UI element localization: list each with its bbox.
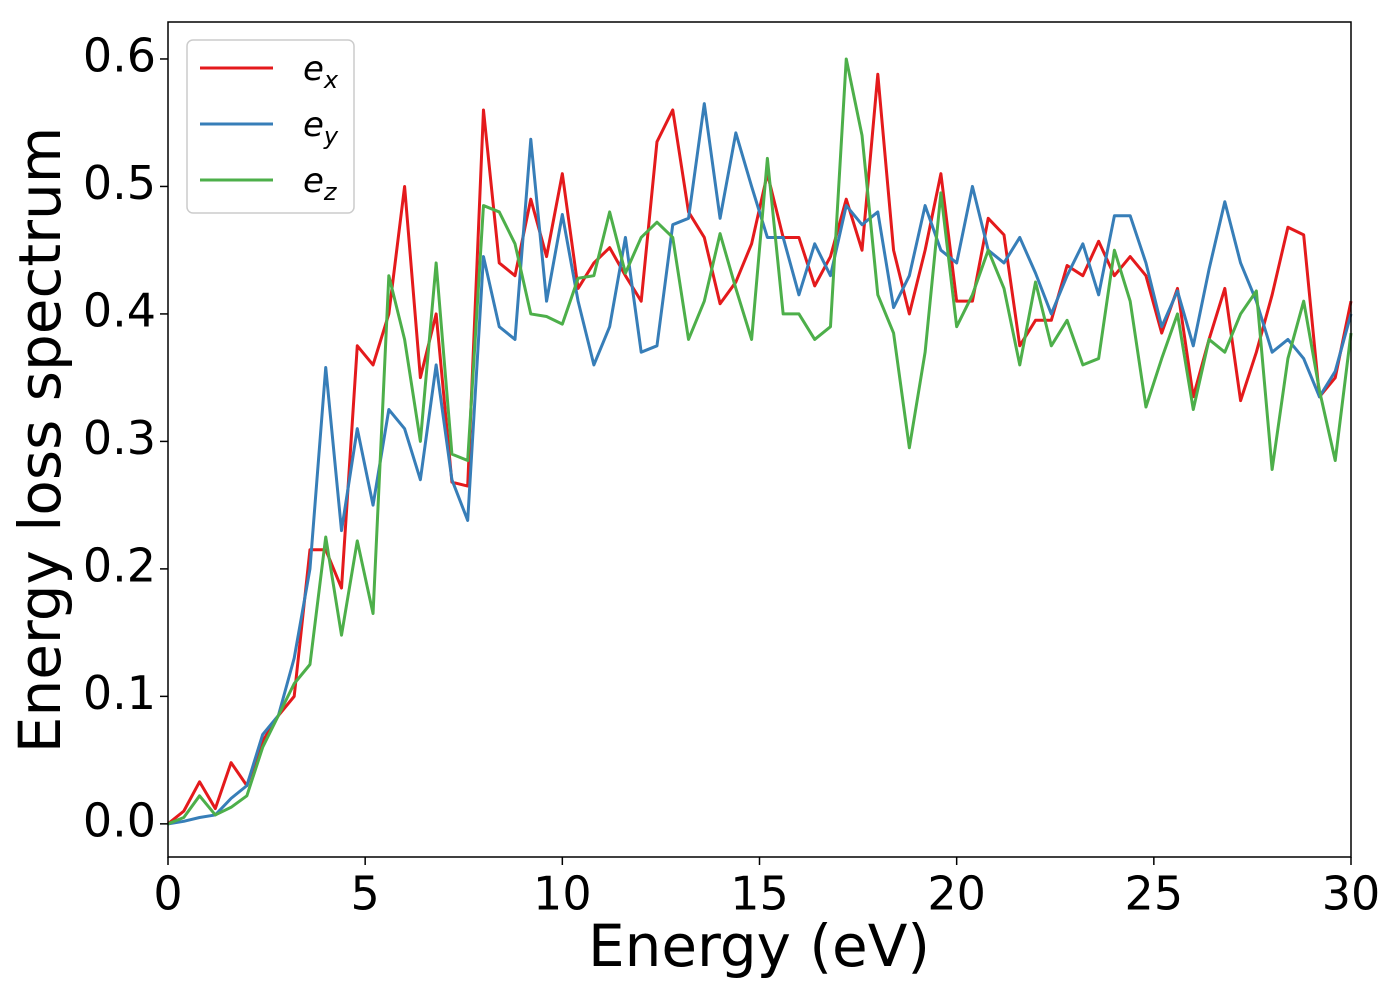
y-tick-label: 0.1 [83,666,156,720]
series-line [167,102,1353,826]
series-line [167,57,1353,826]
legend-label: ex [303,49,339,94]
y-tick-label: 0.5 [83,156,156,210]
y-tick-label: 0.0 [83,793,156,847]
y-tick-label: 0.4 [83,283,156,337]
x-tick-label: 10 [533,867,592,921]
plot-area [168,22,1351,857]
y-tick-label: 0.6 [83,28,156,82]
x-tick-label: 25 [1125,867,1184,921]
plot-frame [167,21,1352,858]
x-tick-label: 0 [153,867,182,921]
y-tick-label: 0.3 [83,411,156,465]
legend-label: ez [303,161,338,206]
x-axis-label: Energy (eV) [588,912,930,980]
legend: ex ey ez [186,39,355,214]
y-axis-label: Energy loss spectrum [6,127,74,753]
legend-label: ey [303,105,339,150]
x-tick-label: 5 [351,867,380,921]
x-tick-label: 20 [927,867,986,921]
x-tick-label: 15 [730,867,789,921]
legend-box [186,39,355,214]
x-tick-label: 30 [1322,867,1381,921]
y-tick-label: 0.2 [83,538,156,592]
